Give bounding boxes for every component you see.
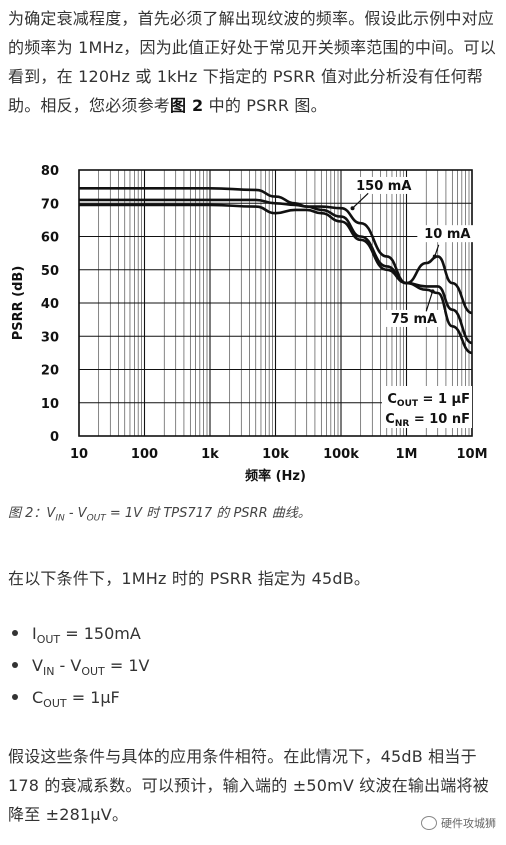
psrr-chart: 10 100 1k 10k 100k 1M 10M 0 10 20 30 40 50 60 70 80 150 … <box>0 158 506 488</box>
intro-paragraph: 为确定衰减程度，首先必须了解出现纹波的频率。假设此示例中对应的频率为 1MHz，… <box>8 4 500 120</box>
annotation-bg <box>382 386 472 428</box>
caption-vin-sub: IN <box>55 513 65 524</box>
annotation-cout: COUT = 1 μF <box>387 392 470 409</box>
x-tick-label: 10 <box>70 447 88 462</box>
intro-text-1: 为确定衰减程度，首先必须了解出现纹波的频率。假设此示例中对应的频率为 1MHz，… <box>8 9 496 115</box>
bullet-icon <box>12 662 18 668</box>
x-tick-label: 10k <box>262 447 289 462</box>
watermark: 硬件攻城狮 <box>421 815 496 831</box>
plot-frame <box>78 169 473 437</box>
series-label: 150 mA <box>356 179 411 194</box>
bullet-icon <box>12 630 18 636</box>
cond-sub: IN <box>42 665 55 679</box>
psrr-chart-svg: 10 100 1k 10k 100k 1M 10M 0 10 20 30 40 50 60 70 80 150 … <box>11 164 488 484</box>
x-tick-label: 1M <box>396 447 418 462</box>
y-tick-label: 20 <box>41 364 59 379</box>
y-tick-label: 80 <box>41 164 59 179</box>
caption-prefix: 图 2： <box>8 506 47 521</box>
series-line-150ma <box>78 187 473 345</box>
condition-iout: IOUT = 150mA <box>8 621 149 653</box>
series-leader-arrow <box>430 289 435 294</box>
watermark-text: 硬件攻城狮 <box>441 817 496 830</box>
x-tick-label: 100k <box>323 447 359 462</box>
y-tick-label: 70 <box>41 197 59 212</box>
annotation-cnr-main: C <box>385 412 395 427</box>
figure-caption: 图 2：VIN - VOUT = 1V 时 TPS717 的 PSRR 曲线。 <box>8 502 311 524</box>
conclusion-paragraph: 假设这些条件与具体的应用条件相符。在此情况下，45dB 相当于 178 的衰减系… <box>8 747 489 824</box>
cond-sub: OUT <box>43 697 67 711</box>
intro-text-2: 中的 PSRR 图。 <box>203 96 327 115</box>
annotation-cout-sub: OUT <box>397 399 419 409</box>
annotation-cnr-rest: = 10 nF <box>409 412 470 427</box>
condition-cout: COUT = 1μF <box>8 685 149 717</box>
bullet-icon <box>12 694 18 700</box>
x-tick-label: 1k <box>201 447 219 462</box>
conditions-list: IOUT = 150mA VIN - VOUT = 1V COUT = 1μF <box>8 621 149 717</box>
y-axis-title: PSRR (dB) <box>11 266 26 341</box>
annotation-cnr: CNR = 10 nF <box>385 412 470 429</box>
y-tick-label: 50 <box>41 264 59 279</box>
cond-main: V <box>32 656 43 675</box>
cond-rest: = 150mA <box>60 624 141 643</box>
series-leader-arrow <box>350 206 355 211</box>
series-label-bg <box>417 225 478 243</box>
series-label: 10 mA <box>424 227 470 242</box>
series-label: 75 mA <box>391 312 437 327</box>
series-leader-line <box>434 244 440 257</box>
cond-sub2: OUT <box>81 665 105 679</box>
cond-main: I <box>32 624 37 643</box>
series-leader-line <box>352 192 369 209</box>
annotation-cout-main: C <box>387 392 397 407</box>
caption-vin: V <box>46 506 56 521</box>
caption-rest: = 1V 时 TPS717 的 PSRR 曲线。 <box>105 506 311 521</box>
y-tick-label: 60 <box>41 231 59 246</box>
series-label-bg <box>353 176 414 194</box>
cond-rest: = 1μF <box>66 688 120 707</box>
y-tick-label: 0 <box>50 430 59 445</box>
annotation-cnr-sub: NR <box>395 419 410 429</box>
y-tick-label: 40 <box>41 297 59 312</box>
x-tick-label: 10M <box>456 447 487 462</box>
condition-vin-vout: VIN - VOUT = 1V <box>8 653 149 685</box>
y-tick-label: 10 <box>41 397 59 412</box>
conditions-intro: 在以下条件下，1MHz 时的 PSRR 指定为 45dB。 <box>8 569 371 588</box>
y-tick-label: 30 <box>41 330 59 345</box>
caption-vout: V <box>77 506 87 521</box>
series-leader-arrow <box>432 254 437 259</box>
series-leader-line <box>425 291 434 312</box>
series-label-bg <box>383 309 444 327</box>
figure-ref: 图 2 <box>170 96 204 115</box>
cond-mid: - V <box>54 656 82 675</box>
caption-minus: - <box>64 506 78 521</box>
cond-main: C <box>32 688 44 707</box>
cond-sub: OUT <box>36 633 61 647</box>
wechat-icon <box>421 816 437 830</box>
caption-vout-sub: OUT <box>86 513 106 524</box>
annotation-cout-rest: = 1 μF <box>418 392 470 407</box>
x-tick-label: 100 <box>131 447 158 462</box>
x-axis-title: 频率 (Hz) <box>245 468 306 484</box>
cond-rest: = 1V <box>104 656 150 675</box>
series-line-10ma <box>79 198 473 315</box>
